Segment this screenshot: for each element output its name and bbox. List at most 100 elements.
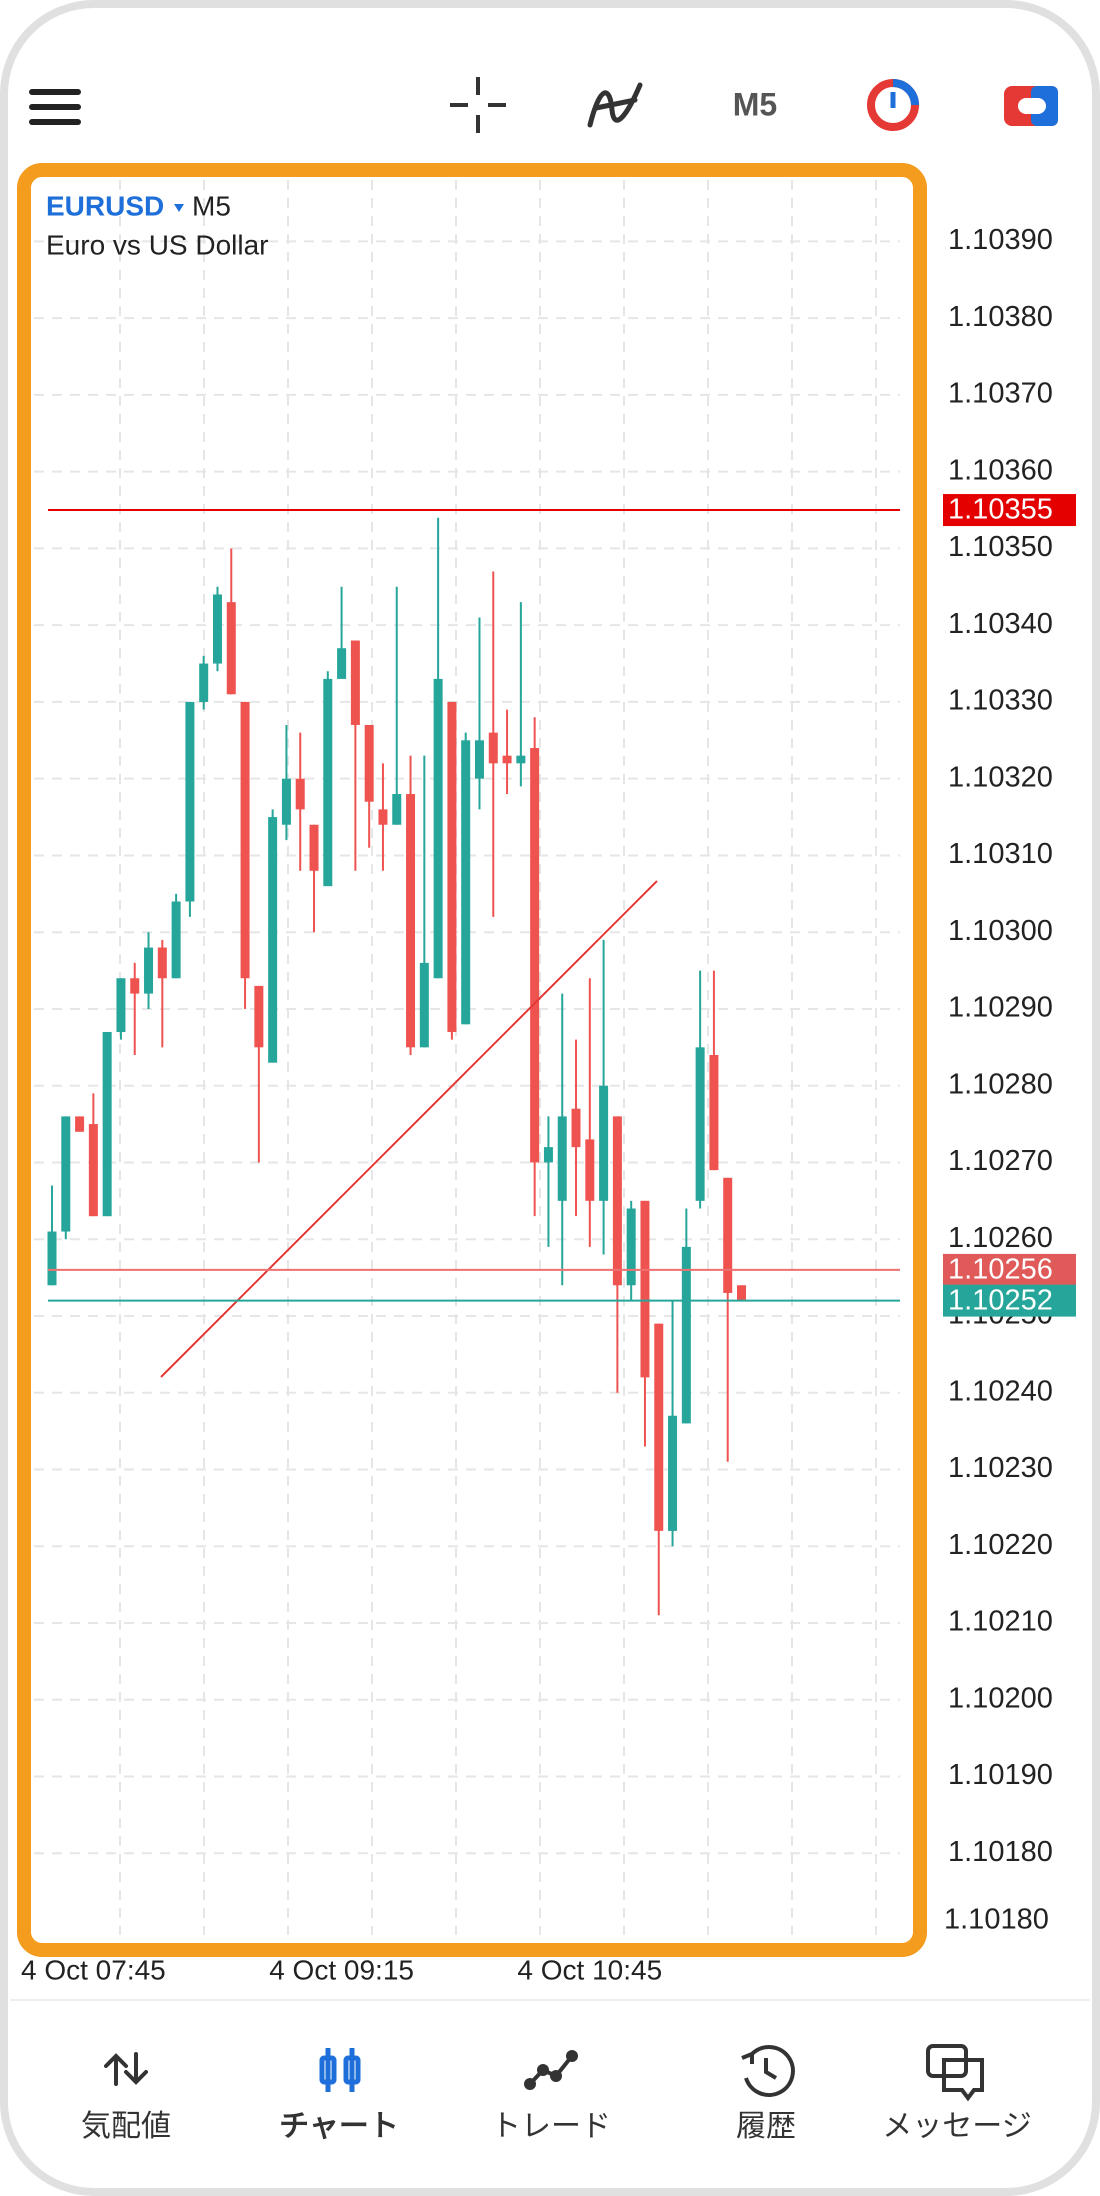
candle-body <box>516 755 526 764</box>
candle-body <box>502 755 512 764</box>
symbol-dropdown[interactable] <box>174 204 184 212</box>
candle-body <box>295 778 305 810</box>
candle-body <box>474 740 484 779</box>
candle-body <box>102 1031 112 1217</box>
price-level-label: 1.10355 <box>948 494 1053 526</box>
price-level-tag <box>943 1253 1076 1286</box>
y-tick-label: 1.10190 <box>948 1759 1053 1791</box>
candle-body <box>240 701 250 979</box>
candle-body <box>130 978 140 994</box>
candle-body <box>75 1116 85 1132</box>
candle-body <box>681 1246 691 1424</box>
candle-body <box>709 1055 719 1171</box>
nav-label[interactable]: 気配値 <box>81 2110 171 2143</box>
candle-body <box>654 1323 664 1531</box>
y-tick-label: 1.10200 <box>948 1682 1053 1714</box>
candle-body <box>695 1047 705 1201</box>
candle-body <box>199 663 209 702</box>
candle-body <box>488 732 498 764</box>
nav-label[interactable]: 履歴 <box>736 2110 796 2143</box>
candle-body <box>226 602 236 695</box>
candle-body <box>612 1116 622 1286</box>
candle-body <box>378 809 388 825</box>
indicators-button[interactable] <box>587 82 643 128</box>
candle-body <box>364 724 374 802</box>
y-tick-label: 1.10340 <box>948 608 1053 640</box>
y-tick-label: 1.10230 <box>948 1452 1053 1484</box>
history-icon[interactable] <box>741 2045 795 2097</box>
candle-body <box>47 1231 57 1286</box>
candle-body <box>557 1116 567 1201</box>
y-tick-label: 1.10260 <box>948 1222 1053 1254</box>
candle-body <box>737 1285 746 1301</box>
candle-body <box>447 701 457 1032</box>
candle-body <box>433 678 443 979</box>
candle-body <box>406 794 416 1048</box>
candle-body <box>461 740 471 1025</box>
price-level-label: 1.10252 <box>948 1284 1053 1316</box>
candle-body <box>254 985 264 1048</box>
candle-body <box>723 1177 733 1293</box>
quotes-icon[interactable] <box>104 2052 148 2086</box>
trade-icon[interactable] <box>524 2050 578 2090</box>
candle-body <box>281 778 291 825</box>
highlight-frame <box>17 163 927 1957</box>
candle-body <box>419 962 429 1048</box>
candle-body <box>599 1085 609 1201</box>
timeframe-button[interactable]: M5 <box>733 86 777 122</box>
y-tick-label: 1.10390 <box>948 224 1053 256</box>
candle-body <box>309 824 319 871</box>
crosshair-button[interactable] <box>450 77 506 133</box>
chart-timeframe: M5 <box>192 190 231 221</box>
nav-label[interactable]: メッセージ <box>882 2110 1031 2143</box>
symbol[interactable]: EURUSD <box>46 190 164 221</box>
y-tick-label: 1.10270 <box>948 1145 1053 1177</box>
candle-body <box>571 1108 581 1148</box>
candle-body <box>668 1415 678 1531</box>
candle-body <box>88 1124 98 1217</box>
x-tick-label: 4 Oct 07:45 <box>21 1954 166 1985</box>
x-tick-label: 4 Oct 09:15 <box>269 1954 414 1985</box>
x-tick-label: 4 Oct 10:45 <box>517 1954 662 1985</box>
y-tick-label: 1.10210 <box>948 1606 1053 1638</box>
trade-button[interactable] <box>1004 86 1058 126</box>
price-level-tag <box>943 494 1076 527</box>
candle-body <box>626 1208 636 1286</box>
y-tick-label: 1.10180 <box>948 1836 1053 1868</box>
candle-body <box>543 1147 553 1163</box>
y-tick-label: 1.10320 <box>948 761 1053 793</box>
candle-body <box>392 794 402 825</box>
clock-button[interactable] <box>867 79 919 131</box>
y-tick-label: 1.10300 <box>948 915 1053 947</box>
price-level-tag <box>943 1284 1076 1317</box>
y-tick-label: 1.10330 <box>948 685 1053 717</box>
nav-label[interactable]: トレード <box>491 2110 611 2143</box>
candle-body <box>171 901 181 979</box>
candle-body <box>61 1116 71 1232</box>
menu-button[interactable] <box>29 89 81 125</box>
candle-body <box>640 1200 650 1378</box>
candle-body <box>530 747 540 1163</box>
y-tick-label: 1.10280 <box>948 1068 1053 1100</box>
candle-body <box>337 648 347 679</box>
y-tick-label: 1.10380 <box>948 301 1053 333</box>
candle-body <box>212 594 222 664</box>
chart-icon[interactable] <box>319 2048 361 2092</box>
candle-body <box>268 817 278 1063</box>
y-tick-label: 1.10360 <box>948 454 1053 486</box>
y-tick-label: 1.10240 <box>948 1375 1053 1407</box>
nav-label[interactable]: チャート <box>279 2110 399 2143</box>
bottom-price-label: 1.10180 <box>944 1904 1049 1936</box>
candle-body <box>585 1139 595 1201</box>
candle-body <box>116 978 126 1032</box>
chart-plot: 1.10180 1.10190 1.10200 1.10210 1.10220 1.102… <box>21 180 1053 1985</box>
candle-body <box>185 701 195 902</box>
price-level-label: 1.10256 <box>948 1254 1053 1286</box>
y-tick-label: 1.10310 <box>948 838 1053 870</box>
candle-body <box>350 640 360 725</box>
messages-icon[interactable] <box>926 2044 984 2102</box>
